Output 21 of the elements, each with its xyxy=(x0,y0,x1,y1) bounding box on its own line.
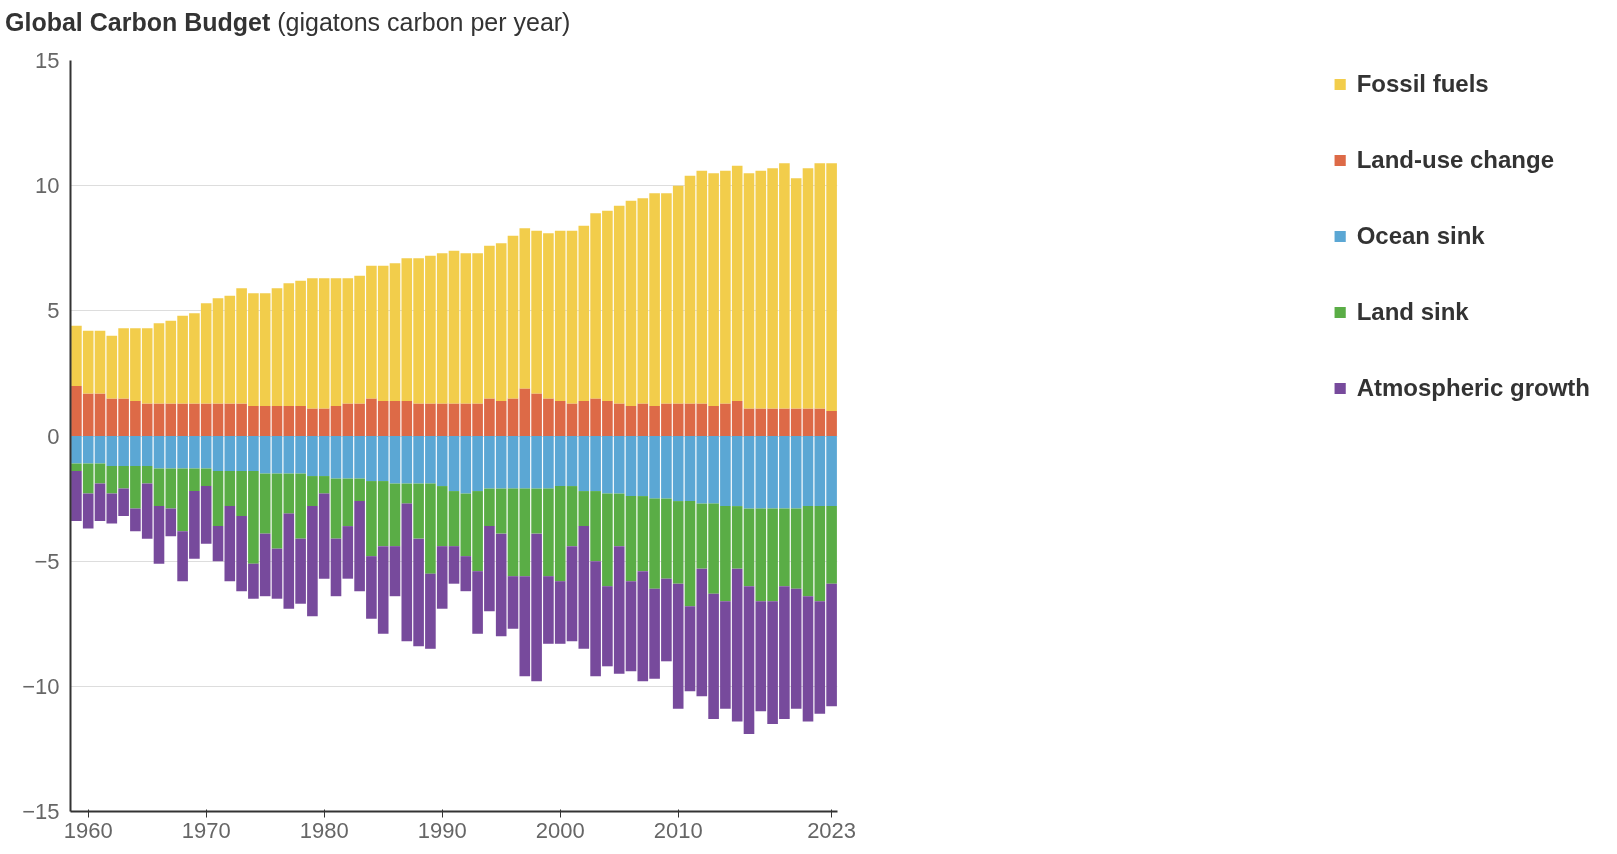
chart-subtitle: (gigatons carbon per year) xyxy=(277,8,571,36)
x-tick-label: 2000 xyxy=(535,817,585,843)
x-tick-label: 1980 xyxy=(299,817,349,843)
legend-label: Ocean sink xyxy=(1356,222,1485,250)
y-tick-label: −5 xyxy=(34,548,60,574)
y-tick-label: 15 xyxy=(35,48,60,73)
x-tick-label: 1960 xyxy=(63,817,113,843)
x-tick-label: 2010 xyxy=(653,817,703,843)
x-tick-label: 1970 xyxy=(181,817,231,843)
y-tick-label: 10 xyxy=(35,173,60,199)
chart-title: Global Carbon Budget xyxy=(5,8,271,36)
y-tick-label: −10 xyxy=(22,673,60,699)
x-tick-label: 1990 xyxy=(417,817,467,843)
legend-label: Land-use change xyxy=(1356,146,1555,174)
legend-label: Land sink xyxy=(1356,298,1469,326)
y-tick-label: 0 xyxy=(47,423,60,449)
x-tick-label: 2023 xyxy=(807,817,857,843)
y-tick-label: 5 xyxy=(47,298,60,324)
legend-label: Fossil fuels xyxy=(1356,70,1489,98)
y-tick-label: −15 xyxy=(22,799,60,824)
legend-label: Atmospheric growth xyxy=(1356,374,1590,402)
